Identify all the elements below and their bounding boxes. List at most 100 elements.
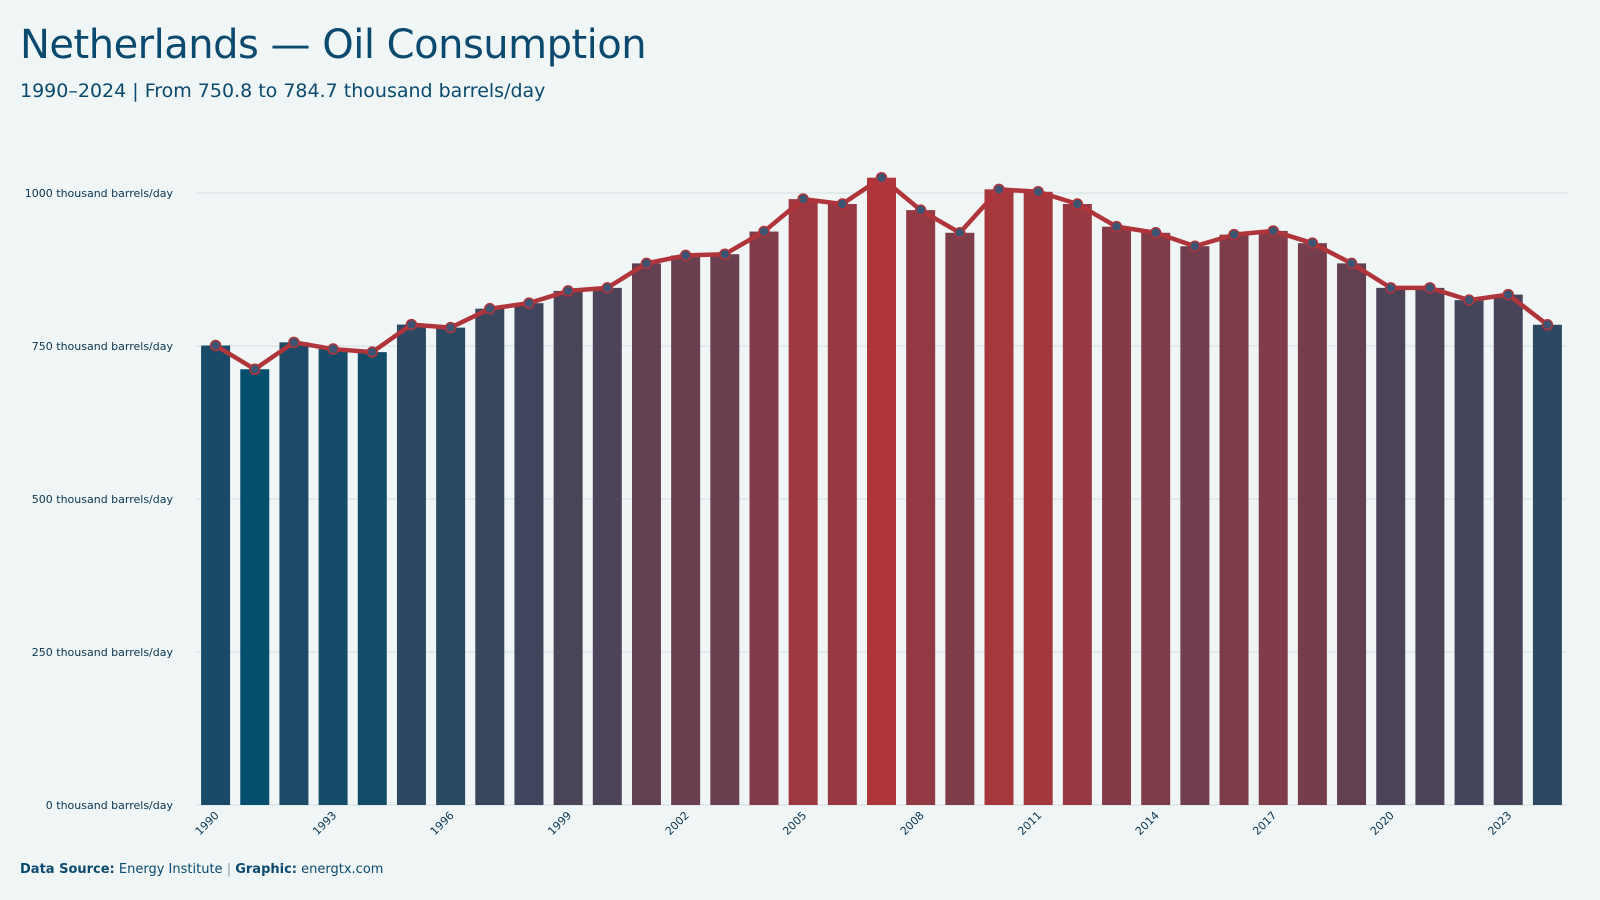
x-tick-label: 1999 (545, 809, 574, 838)
bar-2017 (1258, 230, 1288, 806)
point-1997 (484, 302, 496, 315)
bar-2024 (1532, 324, 1562, 805)
point-2014 (1149, 227, 1162, 239)
x-tick-label: 1990 (193, 809, 222, 838)
y-axis-labels: 0 thousand barrels/day 250 thousand barre… (25, 187, 174, 812)
bar-1995 (396, 324, 426, 805)
footer-separator: | (226, 862, 232, 877)
point-2018 (1306, 237, 1319, 249)
bar-2013 (1102, 226, 1132, 805)
point-2019 (1345, 257, 1358, 270)
bar-2000 (592, 287, 622, 805)
bar-2006 (827, 204, 857, 806)
graphic-label: Graphic: (235, 862, 297, 877)
point-2011 (1032, 186, 1044, 198)
footer: Data Source: Energy Institute | Graphic:… (20, 862, 383, 877)
bar-2001 (631, 263, 661, 805)
point-1995 (405, 318, 418, 331)
y-tick-label: 750 thousand barrels/day (32, 340, 174, 353)
bar-2023 (1493, 294, 1523, 805)
point-1996 (444, 321, 457, 334)
x-tick-label: 2002 (663, 809, 692, 838)
bar-2016 (1219, 234, 1249, 806)
point-2010 (993, 183, 1005, 196)
x-tick-label: 2017 (1250, 809, 1279, 838)
bar-1998 (514, 303, 544, 805)
y-tick-label: 250 thousand barrels/day (32, 646, 174, 659)
x-tick-label: 2020 (1368, 809, 1397, 838)
x-tick-label: 2023 (1485, 809, 1514, 838)
point-1994 (366, 346, 379, 358)
bar-2004 (749, 231, 779, 805)
bar-1992 (279, 342, 309, 805)
chart-title: Netherlands — Oil Consumption (20, 22, 647, 68)
point-2002 (679, 249, 692, 262)
bar-2014 (1141, 232, 1171, 805)
bar-2012 (1062, 204, 1092, 806)
point-1998 (523, 297, 535, 309)
point-1993 (327, 343, 339, 355)
bar-2021 (1415, 287, 1445, 805)
bar-2022 (1454, 300, 1484, 805)
source-label: Data Source: (20, 862, 115, 877)
x-tick-label: 1996 (428, 809, 457, 838)
point-2006 (836, 198, 849, 210)
point-1991 (249, 363, 261, 376)
bar-1996 (436, 327, 466, 805)
point-2000 (601, 282, 614, 294)
point-2001 (640, 257, 653, 270)
bar-2003 (710, 254, 740, 805)
bars (201, 177, 1562, 806)
bar-2010 (984, 189, 1014, 805)
y-tick-label: 500 thousand barrels/day (32, 493, 174, 506)
point-2021 (1424, 282, 1436, 294)
point-2012 (1071, 198, 1084, 210)
bar-2018 (1297, 243, 1327, 805)
bar-1993 (318, 349, 348, 805)
bar-2019 (1337, 263, 1367, 805)
point-1992 (288, 336, 300, 349)
point-1990 (209, 339, 222, 352)
point-2016 (1228, 228, 1240, 241)
x-tick-label: 1993 (310, 809, 339, 838)
point-1999 (562, 285, 574, 297)
point-2009 (954, 227, 966, 239)
x-tick-label: 2014 (1133, 809, 1162, 838)
x-tick-label: 2005 (780, 809, 809, 838)
bar-2005 (788, 199, 818, 805)
point-2024 (1541, 319, 1554, 331)
bar-1990 (201, 345, 231, 805)
bar-1994 (357, 352, 387, 805)
x-tick-label: 2008 (898, 809, 927, 838)
bar-2009 (945, 232, 975, 805)
points (209, 171, 1554, 376)
bar-2002 (671, 255, 701, 805)
point-2023 (1502, 288, 1514, 301)
y-tick-label: 1000 thousand barrels/day (25, 187, 174, 200)
x-axis-labels: 1990 1993 1996 1999 2002 2005 2008 2011 2014 2017… (193, 809, 1515, 838)
bar-2007 (867, 177, 896, 805)
source-value: Energy Institute (118, 862, 223, 877)
point-2003 (719, 248, 731, 260)
point-2013 (1110, 220, 1123, 233)
point-2015 (1189, 240, 1201, 252)
bar-2011 (1023, 191, 1053, 805)
point-2022 (1463, 294, 1475, 306)
bar-2015 (1180, 246, 1210, 805)
point-2017 (1267, 225, 1279, 237)
point-2008 (914, 204, 927, 216)
point-2020 (1384, 282, 1397, 294)
y-tick-label: 0 thousand barrels/day (46, 799, 174, 812)
point-2005 (797, 193, 809, 205)
chart-subtitle: 1990–2024 | From 750.8 to 784.7 thousand… (20, 80, 546, 102)
x-tick-label: 2011 (1015, 809, 1044, 838)
point-2004 (758, 225, 770, 238)
bar-1997 (475, 308, 505, 805)
bar-1999 (553, 290, 583, 805)
bar-2020 (1376, 287, 1406, 805)
point-2007 (875, 171, 888, 184)
bar-1991 (240, 369, 270, 805)
graphic-value: energtx.com (301, 862, 384, 877)
bar-2008 (906, 210, 936, 806)
